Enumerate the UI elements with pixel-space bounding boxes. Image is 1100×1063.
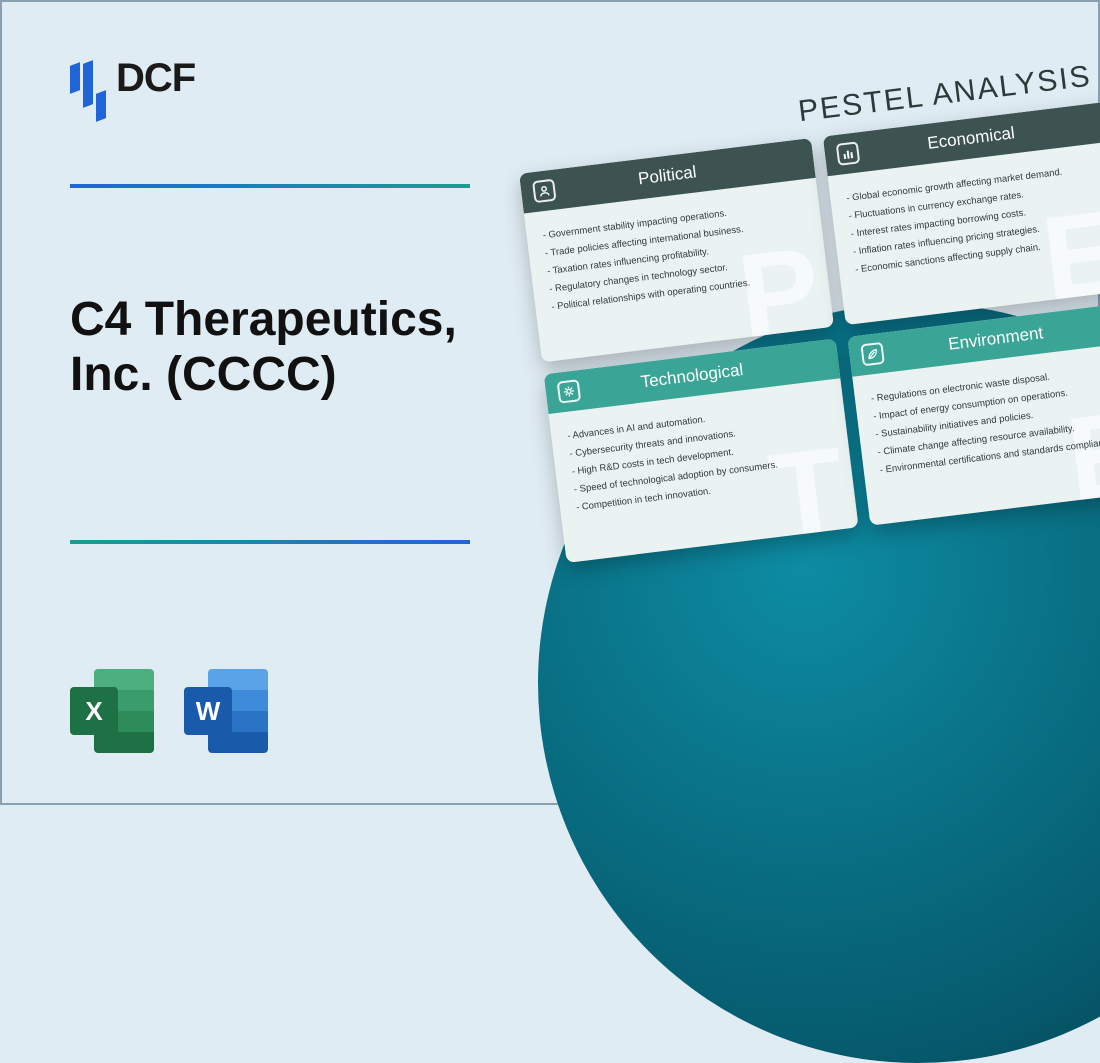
excel-icon[interactable]: X [70, 669, 154, 753]
card-political: Political P - Government stability impac… [519, 138, 834, 362]
page-title: C4 Therapeutics, Inc. (CCCC) [70, 292, 550, 402]
gear-icon [557, 379, 582, 404]
logo-bars-icon [70, 50, 106, 106]
card-political-label: Political [637, 162, 698, 189]
card-environment: Environment E - Regulations on electroni… [847, 301, 1100, 525]
leaf-icon [860, 342, 885, 367]
card-economical-label: Economical [926, 123, 1016, 154]
page-container: DCF C4 Therapeutics, Inc. (CCCC) X W PES… [0, 0, 1100, 805]
card-environment-label: Environment [947, 323, 1044, 354]
pestel-panel: PESTEL ANALYSIS Political P - Government… [514, 57, 1100, 563]
word-icon[interactable]: W [184, 669, 268, 753]
pestel-grid: Political P - Government stability impac… [519, 101, 1100, 563]
divider-top [70, 184, 470, 188]
logo-text: DCF [116, 56, 195, 101]
excel-icon-letter: X [70, 687, 118, 735]
card-technological-label: Technological [640, 360, 745, 392]
logo: DCF [70, 50, 195, 106]
file-icons-row: X W [70, 669, 268, 753]
card-economical: Economical E - Global economic growth af… [823, 101, 1100, 325]
bar-chart-icon [836, 141, 861, 166]
card-technological: Technological T - Advances in AI and aut… [544, 339, 859, 563]
person-icon [532, 179, 557, 204]
word-icon-letter: W [184, 687, 232, 735]
divider-bottom [70, 540, 470, 544]
